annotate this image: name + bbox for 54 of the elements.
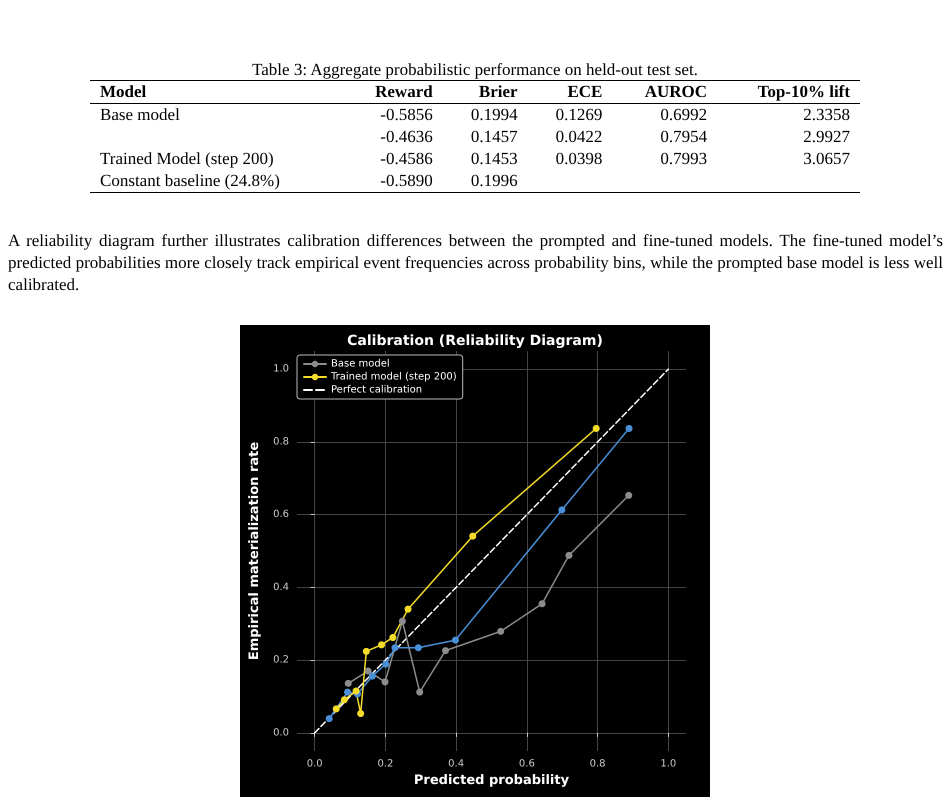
point — [340, 696, 348, 704]
point — [326, 715, 333, 722]
point — [414, 644, 422, 652]
text: Model Reward Brier ECE AUROC Top-10% lift — [100, 82, 850, 101]
point — [344, 680, 352, 687]
point — [352, 688, 360, 694]
point — [391, 644, 398, 652]
chart-title: Calibration (Reliability Diagram) — [347, 333, 603, 349]
point — [357, 710, 364, 718]
y-tick-label: 0.0 — [273, 727, 289, 738]
point — [378, 641, 386, 648]
x-tick-label: 0.4 — [448, 758, 464, 770]
x-axis-title: Predicted probability — [414, 772, 570, 788]
point — [497, 628, 504, 635]
y-axis-title: Empirical materialization rate — [247, 442, 262, 660]
point — [368, 672, 376, 680]
legend-label: Perfect calibration — [331, 384, 422, 396]
y-tick-label: 0.2 — [273, 654, 289, 666]
point — [469, 532, 476, 540]
point — [364, 668, 372, 674]
point — [626, 424, 633, 432]
text: Base model -0.5856 0.1994 0.1269 0.6992 2.3358 — [100, 105, 850, 124]
y-tick-label: 0.8 — [273, 436, 289, 448]
text: A reliability diagram further illustrates calibration differences between the prompted and fine-tuned models. The fine-tuned model’s predicted probabilities more closely track empirical event frequencies across probability bins, while the prompted base model is less well calibrated. — [8, 230, 943, 296]
point — [344, 688, 352, 696]
point — [558, 506, 566, 514]
x-tick-label: 0.6 — [518, 758, 535, 770]
text: Table 3: Aggregate probabilistic performance on held-out test set. — [251, 60, 699, 80]
point — [416, 688, 424, 696]
y-tick-label: 0.6 — [273, 509, 289, 520]
legend-label: Base model — [331, 358, 390, 370]
point — [538, 600, 546, 608]
point — [382, 660, 390, 668]
x-tick-label: 0.2 — [377, 758, 394, 770]
point — [382, 678, 389, 686]
point — [332, 705, 340, 712]
y-tick-label: 0.4 — [273, 582, 289, 593]
point — [398, 618, 406, 625]
x-tick-label: 1.0 — [660, 758, 676, 770]
point — [442, 647, 450, 654]
point — [565, 552, 572, 559]
text: Constant baseline (24.8%) -0.5890 0.1996 — [100, 171, 518, 190]
point — [389, 634, 396, 642]
point — [404, 606, 412, 613]
y-tick-label: 1.0 — [273, 364, 289, 375]
point — [592, 424, 600, 432]
legend-label: Trained model (step 200) — [330, 372, 457, 382]
point — [362, 648, 370, 655]
point — [625, 492, 632, 499]
text: -0.4636 0.1457 0.0422 0.7954 2.9927 — [380, 127, 850, 146]
text: Trained Model (step 200) -0.4586 0.1453 0.0398 0.7993 3.0657 — [100, 149, 850, 168]
point — [452, 636, 459, 644]
x-tick-label: 0.8 — [590, 758, 606, 770]
x-tick-label: 0.0 — [306, 758, 323, 770]
